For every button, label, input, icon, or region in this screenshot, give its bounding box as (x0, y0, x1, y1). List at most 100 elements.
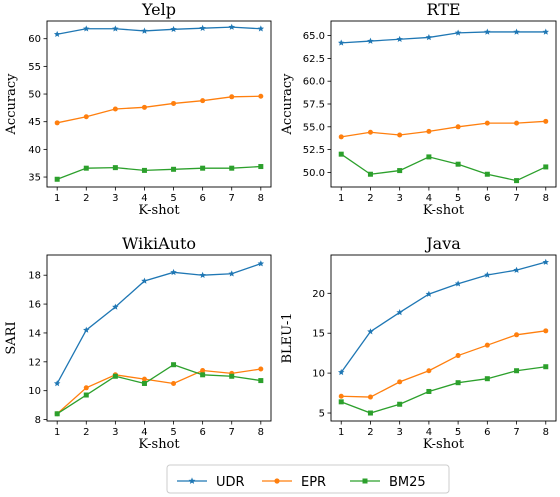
data-point-udr (513, 266, 520, 273)
data-point-udr (257, 25, 265, 32)
data-point-epr (426, 128, 432, 134)
data-point-bm25 (514, 368, 520, 374)
y-tick-label: 8 (35, 415, 41, 426)
y-tick-label: 62.5 (303, 54, 325, 65)
x-axis-label-rte: K-shot (423, 203, 465, 218)
series-bm25-yelp (54, 164, 264, 182)
data-point-udr (542, 258, 550, 265)
x-axis-label-java: K-shot (423, 437, 465, 452)
series-epr-yelp (54, 93, 264, 126)
series-line-udr (57, 26, 261, 35)
y-tick-label: 10 (28, 386, 41, 397)
data-point-epr (200, 98, 206, 104)
data-point-udr (454, 29, 462, 36)
panel-title-wikiauto: WikiAuto (122, 234, 196, 253)
legend-label-epr: EPR (301, 475, 326, 490)
series-line-bm25 (340, 153, 547, 182)
series-line-bm25 (56, 363, 261, 415)
series-line-epr (57, 95, 261, 124)
x-tick-label: 5 (170, 193, 176, 204)
y-tick-label: 52.5 (303, 145, 325, 156)
data-point-epr (112, 106, 118, 112)
y-tick-label: 60.0 (303, 77, 325, 88)
y-tick-label: 65.0 (303, 31, 325, 42)
y-axis-label-yelp: Accuracy (4, 73, 19, 136)
legend-label-bm25: BM25 (389, 475, 426, 490)
x-tick-label: 2 (83, 193, 89, 204)
x-tick-label: 1 (54, 427, 60, 438)
plot-frame-rte (330, 20, 557, 188)
data-point-bm25 (229, 373, 235, 379)
panel-title-rte: RTE (426, 0, 460, 19)
plot-frame-wikiauto (46, 254, 272, 422)
data-point-bm25 (258, 378, 264, 384)
y-tick-label: 35 (28, 173, 41, 184)
data-point-bm25 (200, 372, 206, 378)
panel-java: Java 1 2 3 4 5 6 7 8 5 10 15 20 K-shot BLEU-1 (280, 234, 557, 452)
plot-frame-java (330, 254, 557, 422)
data-point-bm25 (426, 154, 432, 160)
y-axis-label-wikiauto: SARI (4, 321, 19, 354)
data-point-udr (396, 35, 403, 42)
data-point-epr (543, 328, 549, 334)
x-tick-label: 7 (513, 193, 519, 204)
data-point-epr (258, 93, 264, 99)
data-point-udr (484, 28, 491, 35)
data-point-bm25 (514, 178, 520, 184)
data-point-epr (200, 367, 206, 373)
x-tick-label: 3 (396, 193, 402, 204)
series-line-udr (340, 261, 546, 373)
series-line-bm25 (340, 366, 546, 414)
series-epr-rte (338, 118, 549, 140)
series-line-epr (341, 330, 546, 398)
y-tick-label: 5 (319, 409, 325, 420)
y-axis-label-java: BLEU-1 (280, 312, 295, 363)
data-point-bm25 (397, 168, 403, 174)
panel-title-java: Java (424, 234, 461, 253)
x-tick-label: 7 (513, 427, 519, 438)
legend-entry-bm25: BM25 (350, 475, 426, 490)
data-point-bm25 (83, 392, 89, 398)
panel-title-yelp: Yelp (141, 0, 176, 19)
series-bm25-java (338, 364, 549, 416)
x-tick-label: 5 (455, 427, 461, 438)
data-point-bm25 (455, 161, 461, 167)
data-point-udr (141, 27, 148, 34)
data-point-udr (112, 303, 119, 310)
data-point-udr (170, 268, 177, 276)
y-tick-label: 55 (28, 62, 41, 73)
legend: UDR EPR BM25 (166, 464, 450, 494)
series-udr-wikiauto (53, 260, 265, 387)
legend-marker-bm25 (362, 478, 368, 484)
data-point-bm25 (367, 171, 373, 177)
data-point-epr (83, 385, 89, 391)
data-point-bm25 (171, 362, 177, 368)
series-line-epr (341, 120, 546, 138)
data-point-udr (337, 39, 345, 46)
y-tick-label: 40 (28, 145, 41, 156)
data-point-epr (54, 120, 60, 126)
x-tick-label: 5 (170, 427, 176, 438)
legend-entry-udr: UDR (177, 475, 245, 490)
y-tick-label: 55.0 (303, 122, 325, 133)
y-tick-label: 15 (312, 329, 325, 340)
data-point-epr (514, 332, 520, 338)
data-point-bm25 (367, 410, 373, 416)
data-point-udr (53, 30, 61, 38)
data-point-epr (514, 120, 520, 126)
data-point-bm25 (543, 164, 549, 170)
data-point-udr (170, 25, 177, 33)
data-point-udr (454, 280, 462, 287)
data-point-bm25 (484, 171, 490, 177)
data-point-udr (425, 290, 433, 297)
data-point-udr (199, 271, 206, 278)
x-tick-label: 1 (338, 193, 344, 204)
x-tick-label: 7 (229, 427, 235, 438)
x-tick-label: 4 (141, 427, 147, 438)
x-tick-label: 1 (54, 193, 60, 204)
x-tick-label: 6 (199, 427, 205, 438)
panel-rte: RTE 1 2 3 4 5 6 7 8 50.0 52.5 55.0 57.5 60.0 62.5 65.0 K… (280, 0, 557, 218)
